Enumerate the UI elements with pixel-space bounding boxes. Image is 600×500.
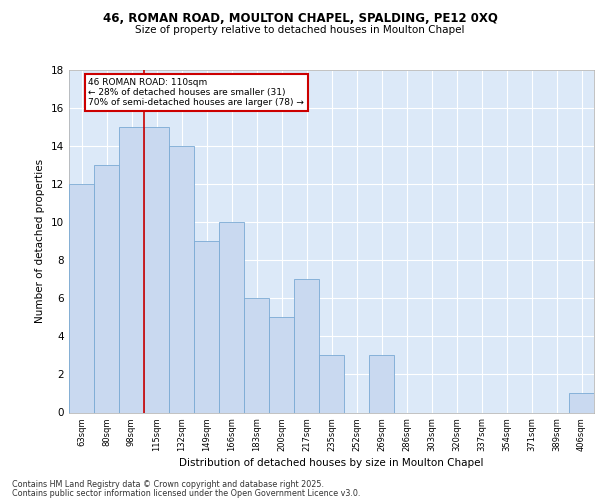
Text: 46 ROMAN ROAD: 110sqm
← 28% of detached houses are smaller (31)
70% of semi-deta: 46 ROMAN ROAD: 110sqm ← 28% of detached … [89, 78, 304, 108]
X-axis label: Distribution of detached houses by size in Moulton Chapel: Distribution of detached houses by size … [179, 458, 484, 468]
Bar [569, 394, 593, 412]
Text: Contains HM Land Registry data © Crown copyright and database right 2025.: Contains HM Land Registry data © Crown c… [12, 480, 324, 489]
Bar [119, 127, 143, 412]
Bar [220, 222, 244, 412]
Bar [319, 356, 344, 412]
Bar [145, 127, 169, 412]
Bar [70, 184, 94, 412]
Text: Contains public sector information licensed under the Open Government Licence v3: Contains public sector information licen… [12, 488, 361, 498]
Text: Size of property relative to detached houses in Moulton Chapel: Size of property relative to detached ho… [135, 25, 465, 35]
Bar [94, 165, 119, 412]
Bar [244, 298, 269, 412]
Bar [169, 146, 194, 412]
Y-axis label: Number of detached properties: Number of detached properties [35, 159, 46, 324]
Bar [295, 280, 319, 412]
Text: 46, ROMAN ROAD, MOULTON CHAPEL, SPALDING, PE12 0XQ: 46, ROMAN ROAD, MOULTON CHAPEL, SPALDING… [103, 12, 497, 26]
Bar [194, 242, 218, 412]
Bar [269, 318, 293, 412]
Bar [370, 356, 394, 412]
